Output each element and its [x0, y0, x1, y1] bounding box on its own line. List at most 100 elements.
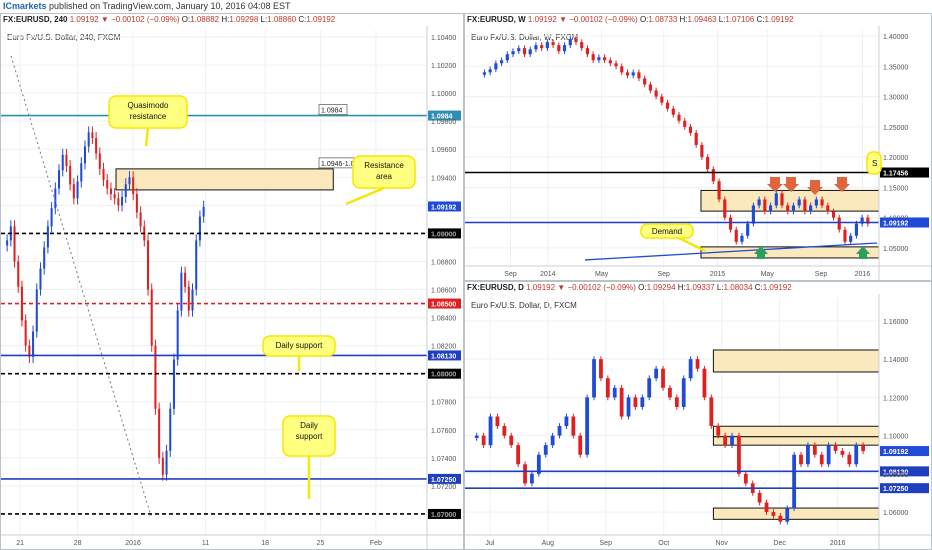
candle-body — [614, 63, 618, 67]
current-price-tag — [428, 201, 461, 212]
candle-body — [797, 199, 801, 206]
last-price: 1.09192 — [527, 15, 557, 24]
candle-body — [826, 205, 830, 212]
candle-body — [562, 45, 567, 52]
candle-body — [677, 114, 681, 121]
candle-body — [534, 45, 538, 50]
candle-body — [734, 229, 738, 242]
level-tag — [880, 466, 929, 477]
candle-body — [799, 454, 803, 465]
candle-body — [743, 473, 748, 484]
candle-body — [113, 194, 116, 199]
y-tick-label: 1.08000 — [883, 472, 908, 479]
callout-text: area — [376, 172, 393, 181]
candle-body — [778, 515, 783, 522]
candle-body — [665, 102, 670, 109]
zone-rect — [700, 189, 880, 212]
y-tick-label: 1.14000 — [883, 357, 908, 364]
last-price: 1.09192 — [526, 283, 556, 292]
daily-chart-svg[interactable]: Euro Fx/U.S. Dollar, D, FXCM 1.08130 1.072… — [465, 294, 931, 549]
close-value: 1.09192 — [306, 15, 336, 24]
candle-body — [109, 188, 112, 195]
low-value: 1.08860 — [267, 15, 297, 24]
candle-body — [637, 72, 641, 79]
weekly-chart-svg[interactable]: Euro Fx/U.S. Dollar, W, FXCM 1.17456 1.091… — [465, 26, 931, 280]
candle-body — [648, 84, 652, 91]
x-tick-label: Aug — [542, 540, 555, 547]
candle-body — [557, 45, 561, 52]
candle-body — [169, 408, 172, 451]
candle-body — [711, 169, 715, 182]
up-arrow — [856, 246, 870, 259]
publisher-name[interactable]: ICmarkets — [3, 1, 47, 11]
candle-body — [523, 464, 527, 484]
symbol-header: FX:EURUSD, D 1.09192 ▼ −0.00102 (−0.09%)… — [467, 283, 792, 292]
candle-body — [709, 397, 714, 427]
callout-text: Quasimodo — [128, 101, 169, 110]
chart-panel-h4[interactable]: FX:EURUSD, 240 1.09192 ▼ −0.00102 (−0.09… — [0, 13, 464, 550]
candle-body — [700, 144, 704, 158]
candle-body — [625, 72, 630, 76]
candle-body — [80, 163, 83, 182]
callout-text: Daily support — [276, 341, 323, 350]
up-arrow — [754, 246, 768, 259]
open-value: 1.08733 — [648, 15, 678, 24]
candle-body — [592, 359, 596, 398]
down-arrow — [807, 180, 823, 195]
level-tag — [428, 110, 461, 121]
candle-body — [681, 378, 686, 407]
candle-body — [39, 268, 42, 290]
candle-body — [654, 368, 659, 379]
candle-body — [597, 57, 601, 61]
candle-body — [488, 416, 493, 446]
candle-body — [180, 272, 183, 311]
callout-box — [108, 95, 188, 129]
current-price-label: 1.09192 — [431, 204, 456, 211]
y-tick-label: 1.08600 — [431, 288, 456, 295]
candle-body — [633, 397, 638, 407]
y-tick-label: 1.07000 — [431, 512, 456, 519]
y-tick-label: 1.08800 — [431, 259, 456, 266]
y-tick-label: 1.10200 — [431, 63, 456, 70]
high-value: 1.09463 — [687, 15, 717, 24]
candle-body — [774, 193, 778, 206]
candle-body — [500, 60, 504, 64]
candle-body — [522, 48, 527, 55]
current-price-tag — [880, 217, 929, 228]
x-tick-label: Jul — [485, 540, 494, 547]
y-tick-label: 1.07800 — [431, 400, 456, 407]
x-tick-label: 28 — [74, 540, 82, 547]
zone-rect — [712, 507, 880, 520]
h4-chart-svg[interactable]: Euro Fx/U.S. Dollar, 240, FXCM1.09841.09… — [1, 26, 463, 549]
candle-body — [605, 378, 610, 398]
candle-body — [509, 435, 514, 446]
candle-body — [87, 132, 90, 147]
x-tick-label: Sep — [504, 271, 517, 278]
candle-body — [803, 199, 807, 212]
candle-body — [132, 177, 135, 195]
candle-body — [585, 397, 590, 455]
level-label: 1.0984 — [321, 108, 343, 115]
candle-body — [578, 435, 583, 455]
candle-body — [791, 205, 796, 212]
candle-body — [83, 146, 86, 164]
candle-body — [482, 72, 486, 75]
chart-panel-daily[interactable]: FX:EURUSD, D 1.09192 ▼ −0.00102 (−0.09%)… — [464, 281, 932, 550]
down-arrow — [783, 177, 799, 192]
candle-body — [840, 450, 845, 455]
candle-body — [61, 154, 64, 171]
callout-box — [640, 223, 694, 239]
down-arrow — [834, 177, 850, 192]
y-tick-label: 1.05000 — [883, 246, 908, 253]
candle-body — [502, 426, 507, 436]
chart-panel-weekly[interactable]: FX:EURUSD, W 1.09192 ▼ −0.00102 (−0.09%)… — [464, 13, 932, 281]
candle-body — [751, 205, 755, 224]
trendline — [584, 242, 878, 261]
price-change: −0.00102 (−0.09%) — [111, 15, 180, 24]
y-tick-label: 1.08200 — [431, 344, 456, 351]
high-value: 1.09337 — [685, 283, 715, 292]
candle-body — [792, 454, 797, 509]
level-tag-label: 1.07000 — [431, 512, 456, 519]
level-tag — [880, 167, 929, 178]
candle-body — [35, 289, 38, 332]
